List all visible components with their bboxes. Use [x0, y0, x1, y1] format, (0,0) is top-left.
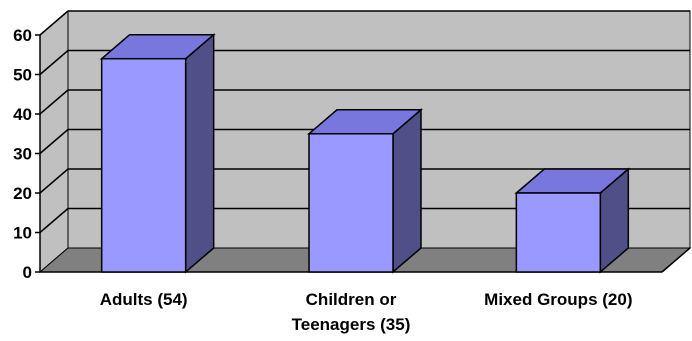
category-label-line: Adults (54)	[100, 290, 188, 309]
category-label: Mixed Groups (20)	[484, 290, 632, 309]
category-label: Adults (54)	[100, 290, 188, 309]
y-tick-label: 30	[13, 145, 32, 164]
bar-front	[100, 57, 187, 273]
y-tick-label: 50	[13, 66, 32, 85]
y-tick-label: 0	[23, 263, 32, 282]
bar-side	[392, 108, 422, 274]
category-labels: Adults (54) Children or Teenagers (35) Mixe…	[100, 290, 633, 334]
y-tick-label: 10	[13, 224, 32, 243]
gridline-side	[39, 207, 69, 234]
x-axis-depth	[661, 247, 691, 273]
category-label-line: Teenagers (35)	[292, 315, 411, 334]
category-label-line: Children or	[306, 290, 397, 309]
bar	[514, 167, 631, 274]
bar-side	[184, 33, 215, 274]
gridline-side	[39, 10, 69, 36]
gridline-side	[39, 168, 69, 194]
bar	[306, 108, 424, 274]
category-label-line: Mixed Groups (20)	[484, 290, 632, 309]
gridline-side	[39, 49, 69, 76]
bar-front	[515, 192, 602, 273]
gridline-side	[39, 89, 69, 115]
y-tick-label: 20	[13, 184, 32, 203]
category-label: Children or Teenagers (35)	[292, 290, 411, 334]
y-tick-label: 60	[13, 26, 32, 45]
bars	[99, 33, 631, 274]
y-tick-label: 40	[13, 105, 32, 124]
bar-front	[308, 133, 394, 273]
gridline-side	[39, 128, 69, 155]
bar	[99, 33, 216, 274]
